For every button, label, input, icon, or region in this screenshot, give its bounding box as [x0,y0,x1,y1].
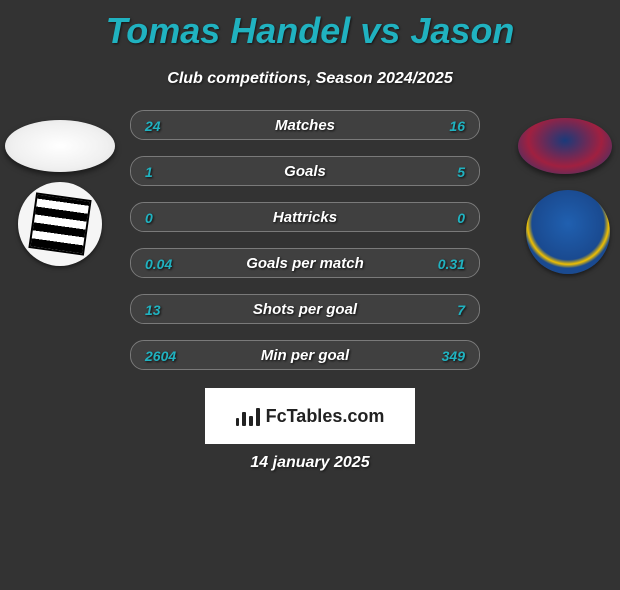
brand-text: FcTables.com [266,406,385,427]
brand-bars-icon [236,406,260,426]
stat-row: 2416Matches [130,110,480,140]
title-player2: Jason [410,10,514,51]
stat-label: Matches [131,111,479,139]
player2-avatar [518,118,612,174]
brand-box[interactable]: FcTables.com [205,388,415,444]
player1-club-crest [18,182,102,266]
title-player1: Tomas Handel [106,10,351,51]
date-label: 14 january 2025 [0,454,620,472]
club1-stripes-icon [28,192,91,255]
stat-row: 0.040.31Goals per match [130,248,480,278]
page-title: Tomas Handel vs Jason [0,10,620,52]
stat-label: Shots per goal [131,295,479,323]
right-column [510,110,620,410]
stat-label: Min per goal [131,341,479,369]
stat-label: Goals per match [131,249,479,277]
stat-row: 15Goals [130,156,480,186]
left-column [0,110,110,410]
title-vs: vs [360,10,400,51]
stat-row: 137Shots per goal [130,294,480,324]
stats-table: 2416Matches 15Goals 00Hattricks 0.040.31Goa… [130,110,480,386]
stat-row: 00Hattricks [130,202,480,232]
stat-label: Goals [131,157,479,185]
player2-club-crest [526,190,610,274]
stat-label: Hattricks [131,203,479,231]
subtitle: Club competitions, Season 2024/2025 [0,70,620,88]
player1-avatar [5,120,115,172]
stat-row: 2604349Min per goal [130,340,480,370]
comparison-layout: 2416Matches 15Goals 00Hattricks 0.040.31Goa… [0,110,620,410]
